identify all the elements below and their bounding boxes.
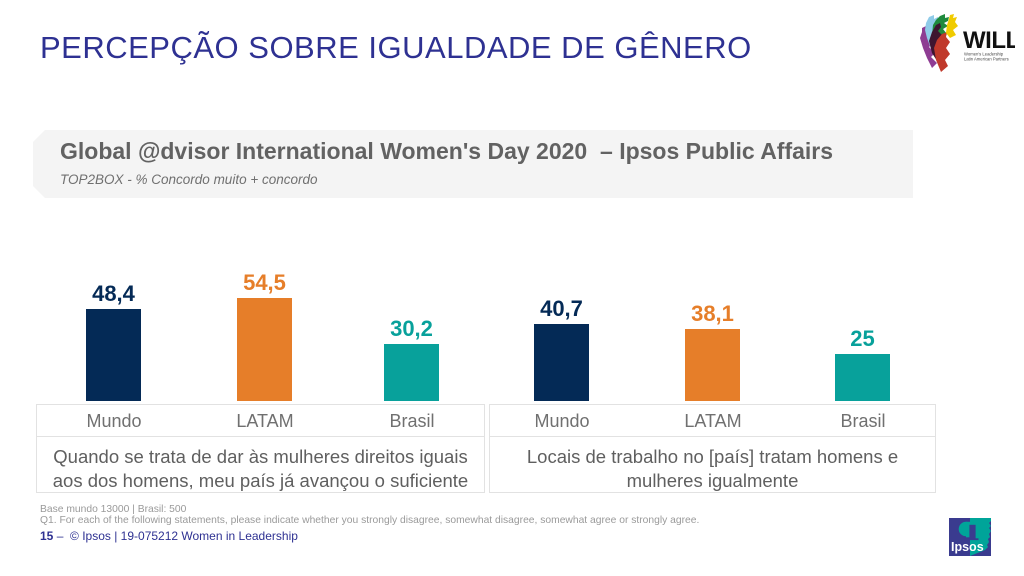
- svg-text:Latin American Partners: Latin American Partners: [964, 56, 1009, 61]
- svg-text:WILL: WILL: [963, 27, 1015, 54]
- svg-text:Ipsos: Ipsos: [951, 540, 984, 554]
